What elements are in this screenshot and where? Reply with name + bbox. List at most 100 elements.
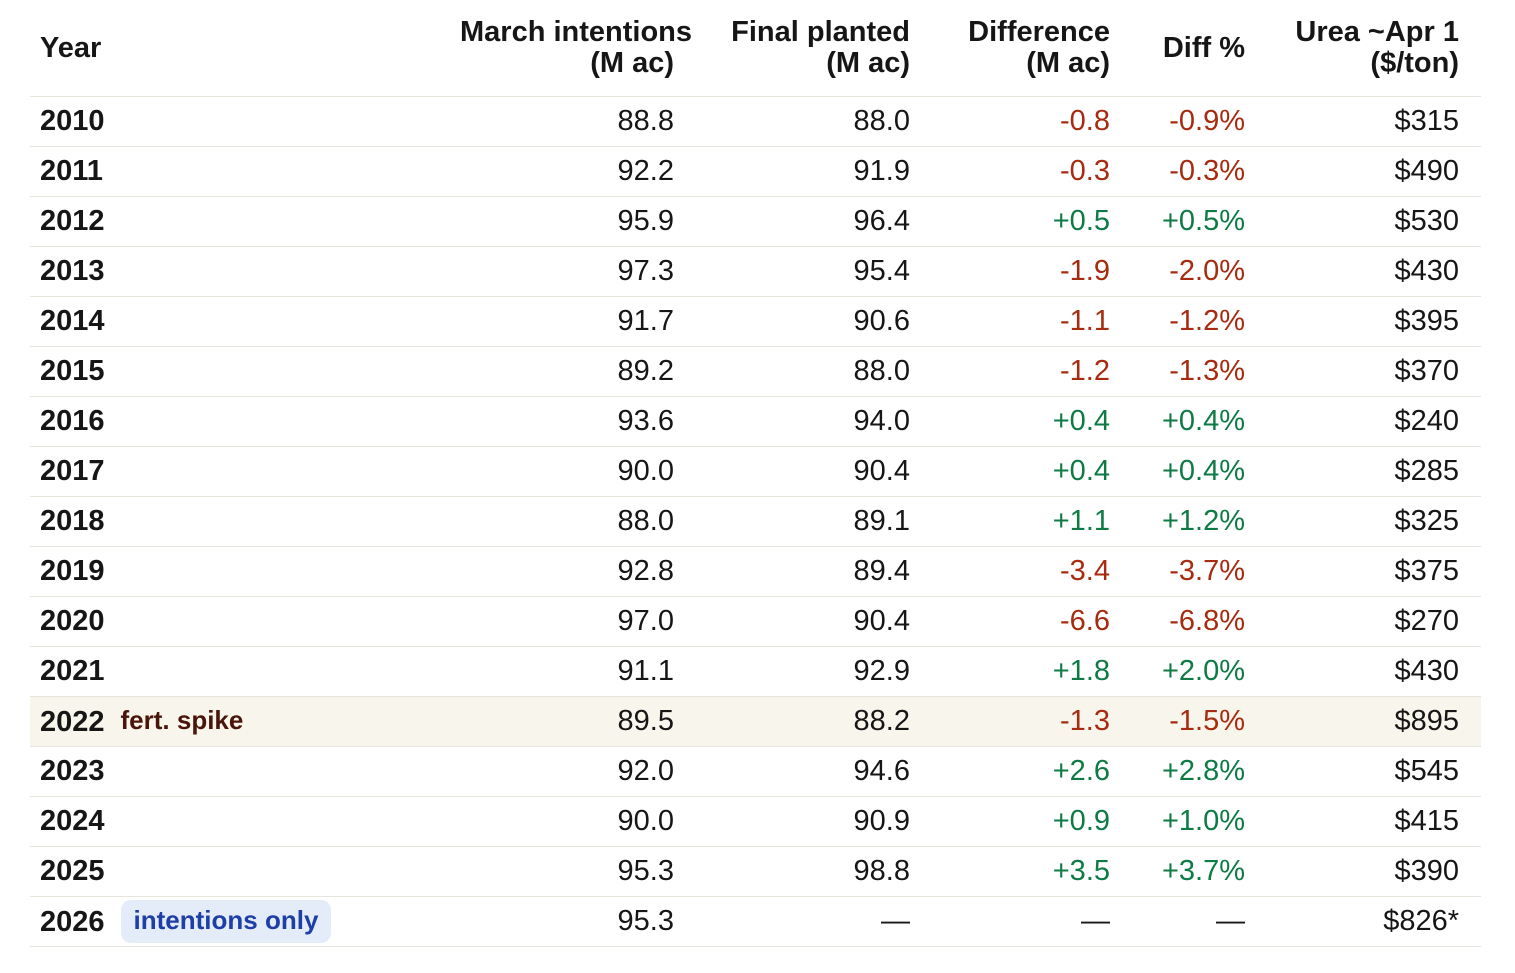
diff-pct-cell: +3.7%: [1110, 846, 1245, 897]
urea-cell: $530: [1245, 196, 1481, 247]
diff-pct-cell: +0.5%: [1110, 196, 1245, 247]
difference-cell: -1.2: [910, 346, 1110, 397]
diff-pct-cell: -1.3%: [1110, 346, 1245, 397]
march-intentions-cell: 90.0: [460, 446, 674, 497]
final-planted-cell: 92.9: [674, 646, 910, 697]
year-label: 2026: [40, 906, 105, 938]
column-header-year: Year: [30, 0, 460, 97]
final-planted-cell: 89.4: [674, 546, 910, 597]
table-row: 2025 95.3 98.8 +3.5 +3.7% $390: [30, 846, 1481, 897]
difference-cell: +0.4: [910, 396, 1110, 447]
march-intentions-cell: 95.3: [460, 846, 674, 897]
march-intentions-cell: 97.3: [460, 246, 674, 297]
urea-cell: $430: [1245, 246, 1481, 297]
header-label-line1: Difference: [968, 16, 1110, 48]
table-row: 2012 95.9 96.4 +0.5 +0.5% $530: [30, 196, 1481, 247]
header-label-line1: Urea ~Apr 1: [1295, 16, 1459, 48]
difference-cell: -1.1: [910, 296, 1110, 347]
final-planted-cell: 95.4: [674, 246, 910, 297]
year-cell: 2026 intentions only: [30, 896, 460, 947]
march-intentions-cell: 97.0: [460, 596, 674, 647]
diff-pct-cell: +1.2%: [1110, 496, 1245, 547]
march-intentions-cell: 92.0: [460, 746, 674, 797]
table-row: 2010 88.8 88.0 -0.8 -0.9% $315: [30, 96, 1481, 147]
year-label: 2021: [40, 655, 105, 687]
year-label: 2018: [40, 505, 105, 537]
urea-cell: $390: [1245, 846, 1481, 897]
header-label-line2: (M ac): [826, 47, 910, 79]
year-cell: 2022 fert. spike: [30, 696, 460, 747]
table-row: 2019 92.8 89.4 -3.4 -3.7% $375: [30, 546, 1481, 597]
year-cell: 2011: [30, 146, 460, 197]
year-label: 2025: [40, 855, 105, 887]
final-planted-cell: 98.8: [674, 846, 910, 897]
table-row: 2013 97.3 95.4 -1.9 -2.0% $430: [30, 246, 1481, 297]
urea-cell: $270: [1245, 596, 1481, 647]
header-row: Year March intentions (M ac) Final plant…: [30, 0, 1481, 97]
march-intentions-cell: 88.8: [460, 96, 674, 147]
march-intentions-cell: 91.7: [460, 296, 674, 347]
urea-cell: $370: [1245, 346, 1481, 397]
march-intentions-cell: 95.9: [460, 196, 674, 247]
table-row: 2020 97.0 90.4 -6.6 -6.8% $270: [30, 596, 1481, 647]
diff-pct-cell: -1.2%: [1110, 296, 1245, 347]
column-header-final-planted: Final planted (M ac): [674, 0, 910, 97]
final-planted-cell: 90.9: [674, 796, 910, 847]
march-intentions-cell: 89.5: [460, 696, 674, 747]
header-label-line2: (M ac): [590, 47, 674, 79]
column-header-march-intentions: March intentions (M ac): [460, 0, 692, 97]
final-planted-cell: 88.0: [674, 96, 910, 147]
year-cell: 2013: [30, 246, 460, 297]
year-label: 2012: [40, 205, 105, 237]
header-label-line1: Final planted: [731, 16, 910, 48]
difference-cell: —: [910, 896, 1110, 947]
diff-pct-cell: -6.8%: [1110, 596, 1245, 647]
table-row: 2021 91.1 92.9 +1.8 +2.0% $430: [30, 646, 1481, 697]
difference-cell: +0.4: [910, 446, 1110, 497]
table-row: 2024 90.0 90.9 +0.9 +1.0% $415: [30, 796, 1481, 847]
diff-pct-cell: +0.4%: [1110, 446, 1245, 497]
year-label: 2014: [40, 305, 105, 337]
difference-cell: -1.9: [910, 246, 1110, 297]
final-planted-cell: 89.1: [674, 496, 910, 547]
difference-cell: -0.8: [910, 96, 1110, 147]
row-tag: intentions only: [120, 900, 332, 943]
year-label: 2023: [40, 755, 105, 787]
year-cell: 2018: [30, 496, 460, 547]
march-intentions-cell: 88.0: [460, 496, 674, 547]
march-intentions-cell: 95.3: [460, 896, 674, 947]
year-label: 2010: [40, 105, 105, 137]
difference-cell: +1.8: [910, 646, 1110, 697]
final-planted-cell: 90.6: [674, 296, 910, 347]
year-cell: 2021: [30, 646, 460, 697]
diff-pct-cell: —: [1110, 896, 1245, 947]
final-planted-cell: 88.0: [674, 346, 910, 397]
urea-cell: $430: [1245, 646, 1481, 697]
year-label: 2019: [40, 555, 105, 587]
diff-pct-cell: +2.0%: [1110, 646, 1245, 697]
final-planted-cell: 96.4: [674, 196, 910, 247]
urea-cell: $325: [1245, 496, 1481, 547]
year-label: 2016: [40, 405, 105, 437]
diff-pct-cell: +1.0%: [1110, 796, 1245, 847]
planting-table-container: Year March intentions (M ac) Final plant…: [30, 0, 1481, 947]
difference-cell: +3.5: [910, 846, 1110, 897]
march-intentions-cell: 93.6: [460, 396, 674, 447]
year-cell: 2014: [30, 296, 460, 347]
final-planted-cell: 91.9: [674, 146, 910, 197]
final-planted-cell: 90.4: [674, 596, 910, 647]
march-intentions-cell: 91.1: [460, 646, 674, 697]
table-row: 2023 92.0 94.6 +2.6 +2.8% $545: [30, 746, 1481, 797]
final-planted-cell: 88.2: [674, 696, 910, 747]
year-label: 2022: [40, 705, 105, 738]
column-header-diff-pct: Diff %: [1110, 0, 1245, 97]
header-label: Year: [40, 31, 102, 64]
urea-cell: $285: [1245, 446, 1481, 497]
year-label: 2013: [40, 255, 105, 287]
final-planted-cell: 90.4: [674, 446, 910, 497]
difference-cell: -6.6: [910, 596, 1110, 647]
urea-cell: $826*: [1245, 896, 1481, 947]
year-label: 2024: [40, 805, 105, 837]
year-cell: 2010: [30, 96, 460, 147]
column-header-urea: Urea ~Apr 1 ($/ton): [1245, 0, 1481, 97]
